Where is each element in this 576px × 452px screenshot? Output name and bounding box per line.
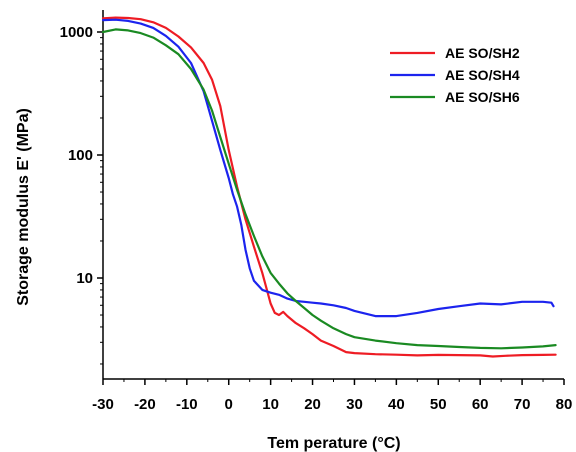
- x-tick-label: 10: [262, 396, 279, 413]
- y-tick-label: 10: [76, 270, 93, 287]
- series-line: [101, 18, 555, 318]
- x-axis-title: Tem perature (°C): [267, 435, 400, 452]
- legend-label: AE SO/SH6: [445, 89, 520, 105]
- x-axis-title-close: ): [395, 435, 400, 452]
- x-tick-label: 80: [556, 396, 573, 413]
- x-axis-title-main: Tem perature (: [267, 435, 378, 452]
- x-tick-label: -20: [134, 396, 156, 413]
- x-tick-label: 0: [225, 396, 233, 413]
- x-tick-label: 60: [472, 396, 489, 413]
- x-tick-label: 30: [346, 396, 363, 413]
- legend: AE SO/SH2 AE SO/SH4 AE SO/SH6: [390, 45, 520, 105]
- y-axis-title: Storage modulus E' (MPa): [15, 108, 32, 306]
- x-tick-label: 50: [430, 396, 447, 413]
- series-line: [101, 16, 557, 358]
- legend-label: AE SO/SH4: [445, 67, 520, 83]
- legend-label: AE SO/SH2: [445, 45, 520, 61]
- x-tick-label: -10: [176, 396, 198, 413]
- y-ticks: 1000 100 10: [60, 24, 103, 365]
- x-tick-label: 70: [514, 396, 531, 413]
- series-line: [101, 28, 557, 350]
- y-tick-label: 100: [68, 147, 93, 164]
- x-tick-label: -30: [92, 396, 114, 413]
- series-layer: [101, 16, 557, 358]
- x-axis-title-unit: °C: [377, 435, 395, 452]
- y-tick-label: 1000: [60, 24, 93, 41]
- x-tick-label: 40: [388, 396, 405, 413]
- x-ticks: -30 -20 -10 0 10 20 30 40 50 60 70 80: [92, 379, 572, 413]
- plot-frame: [102, 10, 564, 380]
- x-tick-label: 20: [304, 396, 321, 413]
